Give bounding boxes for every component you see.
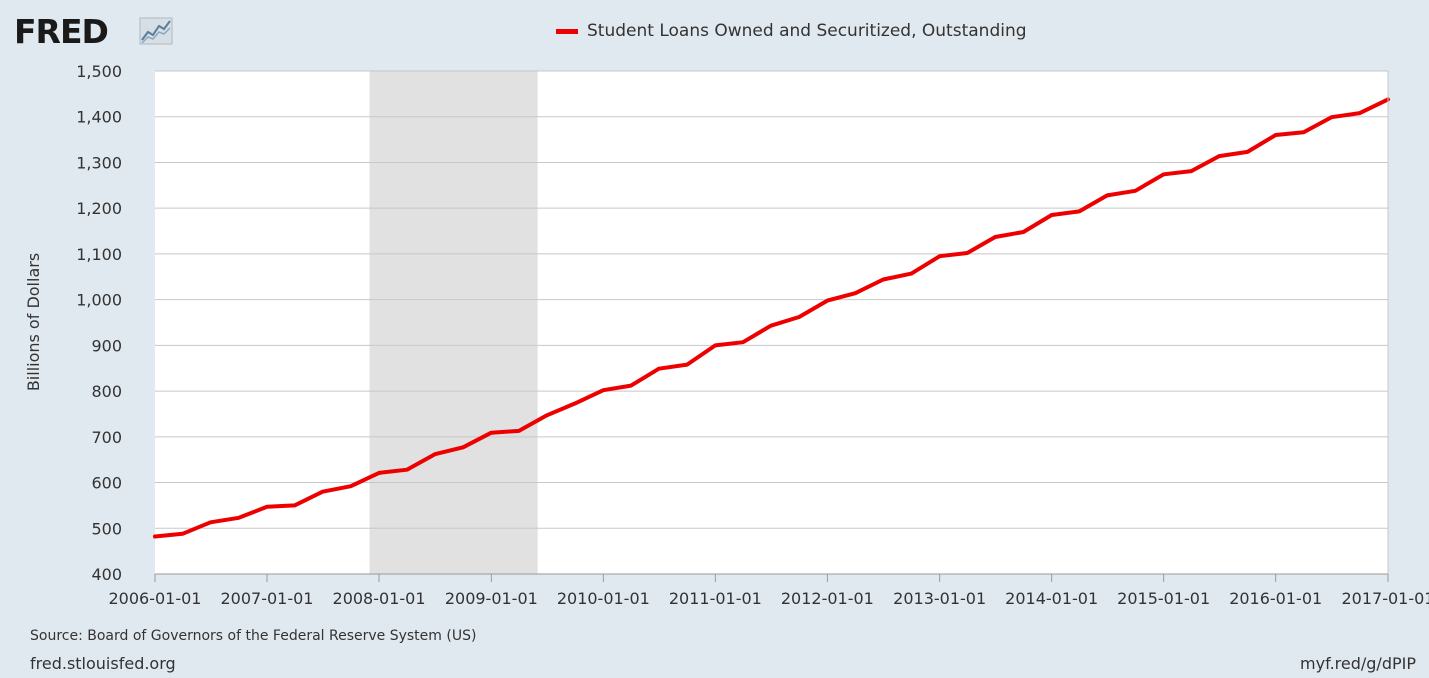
y-tick-label: 400 [91,565,122,584]
data-point: 2006-01-01: 482 [153,534,157,539]
legend-label: Student Loans Owned and Securitized, Out… [587,21,1027,41]
data-point: 2008-10-01: 677 [461,445,465,450]
y-tick-label: 1,500 [76,62,122,81]
legend-swatch [556,28,578,34]
data-point: 2009-01-01: 709 [489,430,494,435]
data-point: 2010-04-01: 812 [629,383,633,388]
recession-shading-layer [369,71,538,574]
data-point: 2014-10-01: 1238 [1133,189,1138,193]
x-tick-label: 2011-01-01 [669,589,762,608]
recession-band [369,71,538,574]
x-tick-label: 2009-01-01 [445,589,538,608]
data-point: 2010-10-01: 858 [685,362,689,367]
short-url-link[interactable]: myf.red/g/dPIP [1300,654,1416,673]
source-note: Source: Board of Governors of the Federa… [30,628,477,644]
x-tick-label: 2007-01-01 [221,589,314,608]
data-point: 2010-07-01: 849 [657,366,661,371]
data-point: 2015-07-01: 1314 [1217,154,1222,158]
data-point: 2015-04-01: 1281 [1189,169,1194,173]
data-point: 2007-01-01: 547 [265,504,269,509]
data-point: 2015-10-01: 1323 [1245,150,1250,154]
x-tick-label: 2006-01-01 [109,589,202,608]
y-tick-label: 600 [91,474,122,493]
y-tick-labels: 400 500 600 700 800 900 1,000 1,100 1,200 1,300 1,… [76,62,122,584]
data-point: 2008-01-01: 621 [377,471,381,475]
y-axis-label: Billions of Dollars [24,253,43,391]
data-point: 2013-07-01: 1137 [993,235,998,239]
data-point: 2009-04-01: 713 [517,429,521,433]
y-tick-label: 700 [91,428,122,447]
x-tick-labels: 2006-01-01 2007-01-01 2008-01-01 2009-01-01… [109,589,1429,608]
data-point: 2009-07-01: 747 [545,413,549,418]
x-tick-label: 2008-01-01 [333,589,426,608]
data-point: 2008-04-01: 628 [405,467,409,472]
data-point: 2006-07-01: 513 [208,520,213,525]
fred-logo[interactable]: FRED [14,12,174,52]
axes-layer [154,71,1389,582]
data-point: 2016-10-01: 1408 [1357,111,1362,115]
series-layer: 2006-01-01: 482 2006-04-01: 488 2006-07-01… [153,97,1390,539]
data-point: 2012-01-01: 998 [825,298,830,303]
x-tick-label: 2010-01-01 [557,589,650,608]
y-tick-label: 1,400 [76,108,122,127]
data-point: 2011-10-01: 962 [797,315,801,319]
fred-logo-text: FRED [14,12,109,51]
x-tick-label: 2012-01-01 [781,589,874,608]
data-point: 2014-01-01: 1185 [1049,213,1054,217]
data-point: 2007-10-01: 592 [348,484,353,489]
data-point: 2012-04-01: 1014 [853,291,858,296]
data-point: 2011-01-01: 900 [713,343,718,348]
x-tick-label: 2014-01-01 [1005,589,1098,608]
chart-trend-icon [139,17,173,45]
data-point: 2012-10-01: 1057 [909,271,914,276]
data-point: 2013-10-01: 1148 [1021,230,1026,234]
data-point: 2013-01-01: 1095 [937,254,942,258]
data-point: 2006-10-01: 523 [236,515,241,520]
x-tick-label: 2016-01-01 [1229,589,1322,608]
site-url-link[interactable]: fred.stlouisfed.org [30,654,176,673]
data-point: 2014-07-01: 1228 [1105,193,1110,198]
x-tick-label: 2017-01-01 [1342,589,1429,608]
data-point: 2016-01-01: 1360 [1273,133,1278,137]
data-point: 2007-04-01: 550 [292,503,297,508]
data-point: 2013-04-01: 1102 [965,251,970,255]
data-point: 2015-01-01: 1274 [1161,172,1166,177]
plot-area [155,71,1388,574]
data-point: 2009-10-01: 773 [573,401,577,406]
data-point: 2011-07-01: 943 [769,323,773,328]
y-tick-label: 900 [91,336,122,355]
data-point: 2010-01-01: 802 [601,388,606,392]
data-point: 2007-07-01: 580 [320,489,325,494]
y-tick-label: 1,000 [76,291,122,310]
data-point: 2011-04-01: 907 [741,340,745,344]
data-point: 2008-07-01: 662 [433,452,437,456]
chart-legend[interactable]: Student Loans Owned and Securitized, Out… [556,19,1027,43]
data-point: 2016-04-01: 1366 [1301,130,1306,135]
y-tick-label: 1,100 [76,245,122,264]
y-tick-label: 500 [91,519,122,538]
y-tick-label: 800 [91,382,122,401]
data-point: 2006-04-01: 488 [180,531,185,536]
data-point: 2012-07-01: 1044 [881,277,886,282]
data-point: 2016-07-01: 1399 [1329,115,1334,119]
y-tick-label: 1,300 [76,153,122,172]
x-tick-label: 2013-01-01 [893,589,986,608]
x-tick-label: 2015-01-01 [1117,589,1210,608]
y-tick-label: 1,200 [76,199,122,218]
data-point: 2014-04-01: 1193 [1077,209,1082,214]
